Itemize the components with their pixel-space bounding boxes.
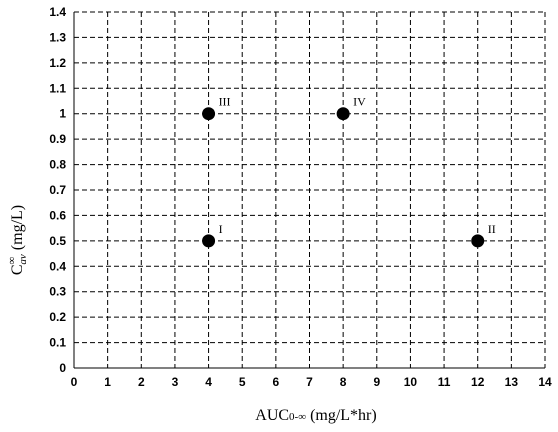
x-tick-label: 8 [340, 375, 347, 389]
x-tick-label: 11 [438, 375, 451, 389]
x-axis-label: AUC0-∞ (mg/L*hr) [255, 407, 376, 424]
y-tick-label: 1.4 [49, 5, 66, 19]
y-tick-label: 0.6 [49, 208, 66, 222]
data-point-label: IV [353, 95, 366, 109]
x-tick-label: 5 [239, 375, 246, 389]
axes [73, 12, 545, 369]
y-tick-label: 0.2 [49, 310, 66, 324]
y-tick-label: 1 [59, 107, 66, 121]
data-point [202, 234, 216, 248]
y-tick-label: 0.7 [49, 183, 66, 197]
y-tick-label: 0.4 [49, 259, 66, 273]
data-point-label: I [219, 222, 223, 236]
data-point-label: III [219, 95, 231, 109]
x-tick-label: 0 [71, 375, 78, 389]
y-tick-label: 1.3 [49, 30, 66, 44]
y-tick-label: 0.8 [49, 158, 66, 172]
y-tick-label: 1.1 [49, 81, 66, 95]
y-tick-labels: 0 0.1 0.2 0.3 0.4 0.5 0.6 0.7 0.8 0.9 1 1.1 1.2 1.3 1.… [49, 5, 66, 375]
x-tick-label: 1 [104, 375, 111, 389]
grid-lines [74, 11, 546, 368]
x-tick-label: 6 [273, 375, 280, 389]
y-tick-label: 0.9 [49, 132, 66, 146]
x-tick-label: 14 [538, 375, 552, 389]
data-point [202, 107, 216, 121]
x-tick-label: 2 [138, 375, 145, 389]
x-tick-label: 7 [306, 375, 313, 389]
x-tick-labels: 0 1 2 3 4 5 6 7 8 9 10 11 12 13 14 [71, 375, 552, 389]
x-tick-label: 9 [373, 375, 380, 389]
data-point-label: II [488, 222, 496, 236]
y-tick-label: 0.1 [49, 336, 66, 350]
y-tick-label: 0.3 [49, 285, 66, 299]
data-point [471, 234, 485, 248]
y-tick-label: 0 [59, 361, 66, 375]
y-tick-label: 0.5 [49, 234, 66, 248]
y-tick-label: 1.2 [49, 56, 66, 70]
data-point [336, 107, 350, 121]
x-tick-label: 13 [505, 375, 519, 389]
x-tick-label: 12 [471, 375, 485, 389]
x-tick-label: 4 [205, 375, 212, 389]
x-tick-label: 3 [172, 375, 179, 389]
y-axis-label: C∞av (mg/L) [6, 205, 29, 275]
x-tick-label: 10 [404, 375, 418, 389]
